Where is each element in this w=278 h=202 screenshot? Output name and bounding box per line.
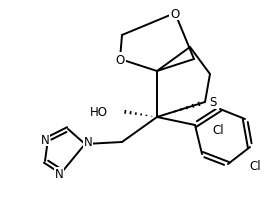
Text: S: S <box>209 96 217 109</box>
Text: Cl: Cl <box>212 123 224 136</box>
Text: Cl: Cl <box>249 159 261 172</box>
Text: N: N <box>41 133 49 146</box>
Text: N: N <box>84 136 92 149</box>
Text: N: N <box>54 168 63 181</box>
Text: O: O <box>170 7 180 20</box>
Text: O: O <box>115 53 125 66</box>
Text: HO: HO <box>90 105 108 118</box>
